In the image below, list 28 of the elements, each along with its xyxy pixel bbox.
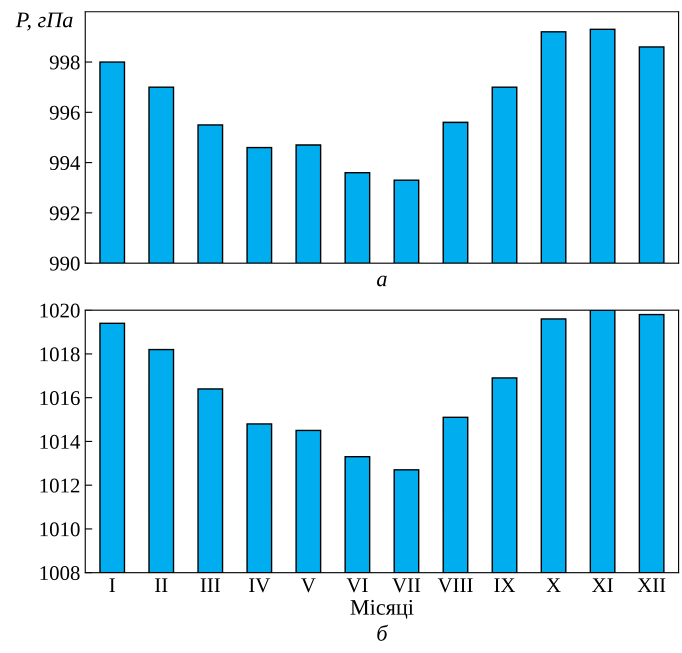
y-tick-label: 996: [50, 106, 80, 120]
y-tick-label: 1018: [40, 347, 80, 362]
x-tick-label: III: [200, 578, 220, 592]
y-tick-label: 992: [50, 206, 80, 220]
x-tick-label: IV: [249, 578, 270, 592]
x-tick-label: V: [301, 578, 316, 592]
y-tick-label: 1008: [40, 566, 80, 580]
y-tick-label: 1012: [40, 478, 80, 493]
y-tick-label: 990: [50, 256, 80, 271]
x-tick-label: VIII: [438, 578, 473, 592]
y-tick-label: 1016: [40, 391, 80, 406]
x-tick-label: IX: [494, 578, 516, 592]
x-tick-label: I: [110, 578, 115, 592]
y-tick-label: 994: [50, 156, 80, 170]
y-axis-title: P, гПа: [16, 12, 73, 31]
x-tick-label: X: [546, 578, 561, 592]
text: б: [377, 624, 388, 641]
y-tick-label: 998: [50, 55, 80, 70]
text: а: [377, 276, 387, 286]
y-tick-label: 1020: [40, 304, 80, 318]
x-tick-label: II: [155, 578, 168, 592]
y-tick-label: 1010: [40, 522, 80, 536]
y-tick-label: 1014: [40, 434, 80, 449]
x-tick-label: VII: [392, 578, 420, 592]
x-tick-label: XI: [592, 578, 613, 592]
x-axis-title: Місяці: [350, 600, 414, 619]
x-tick-label: XII: [638, 578, 666, 592]
x-tick-label: VI: [346, 578, 368, 592]
